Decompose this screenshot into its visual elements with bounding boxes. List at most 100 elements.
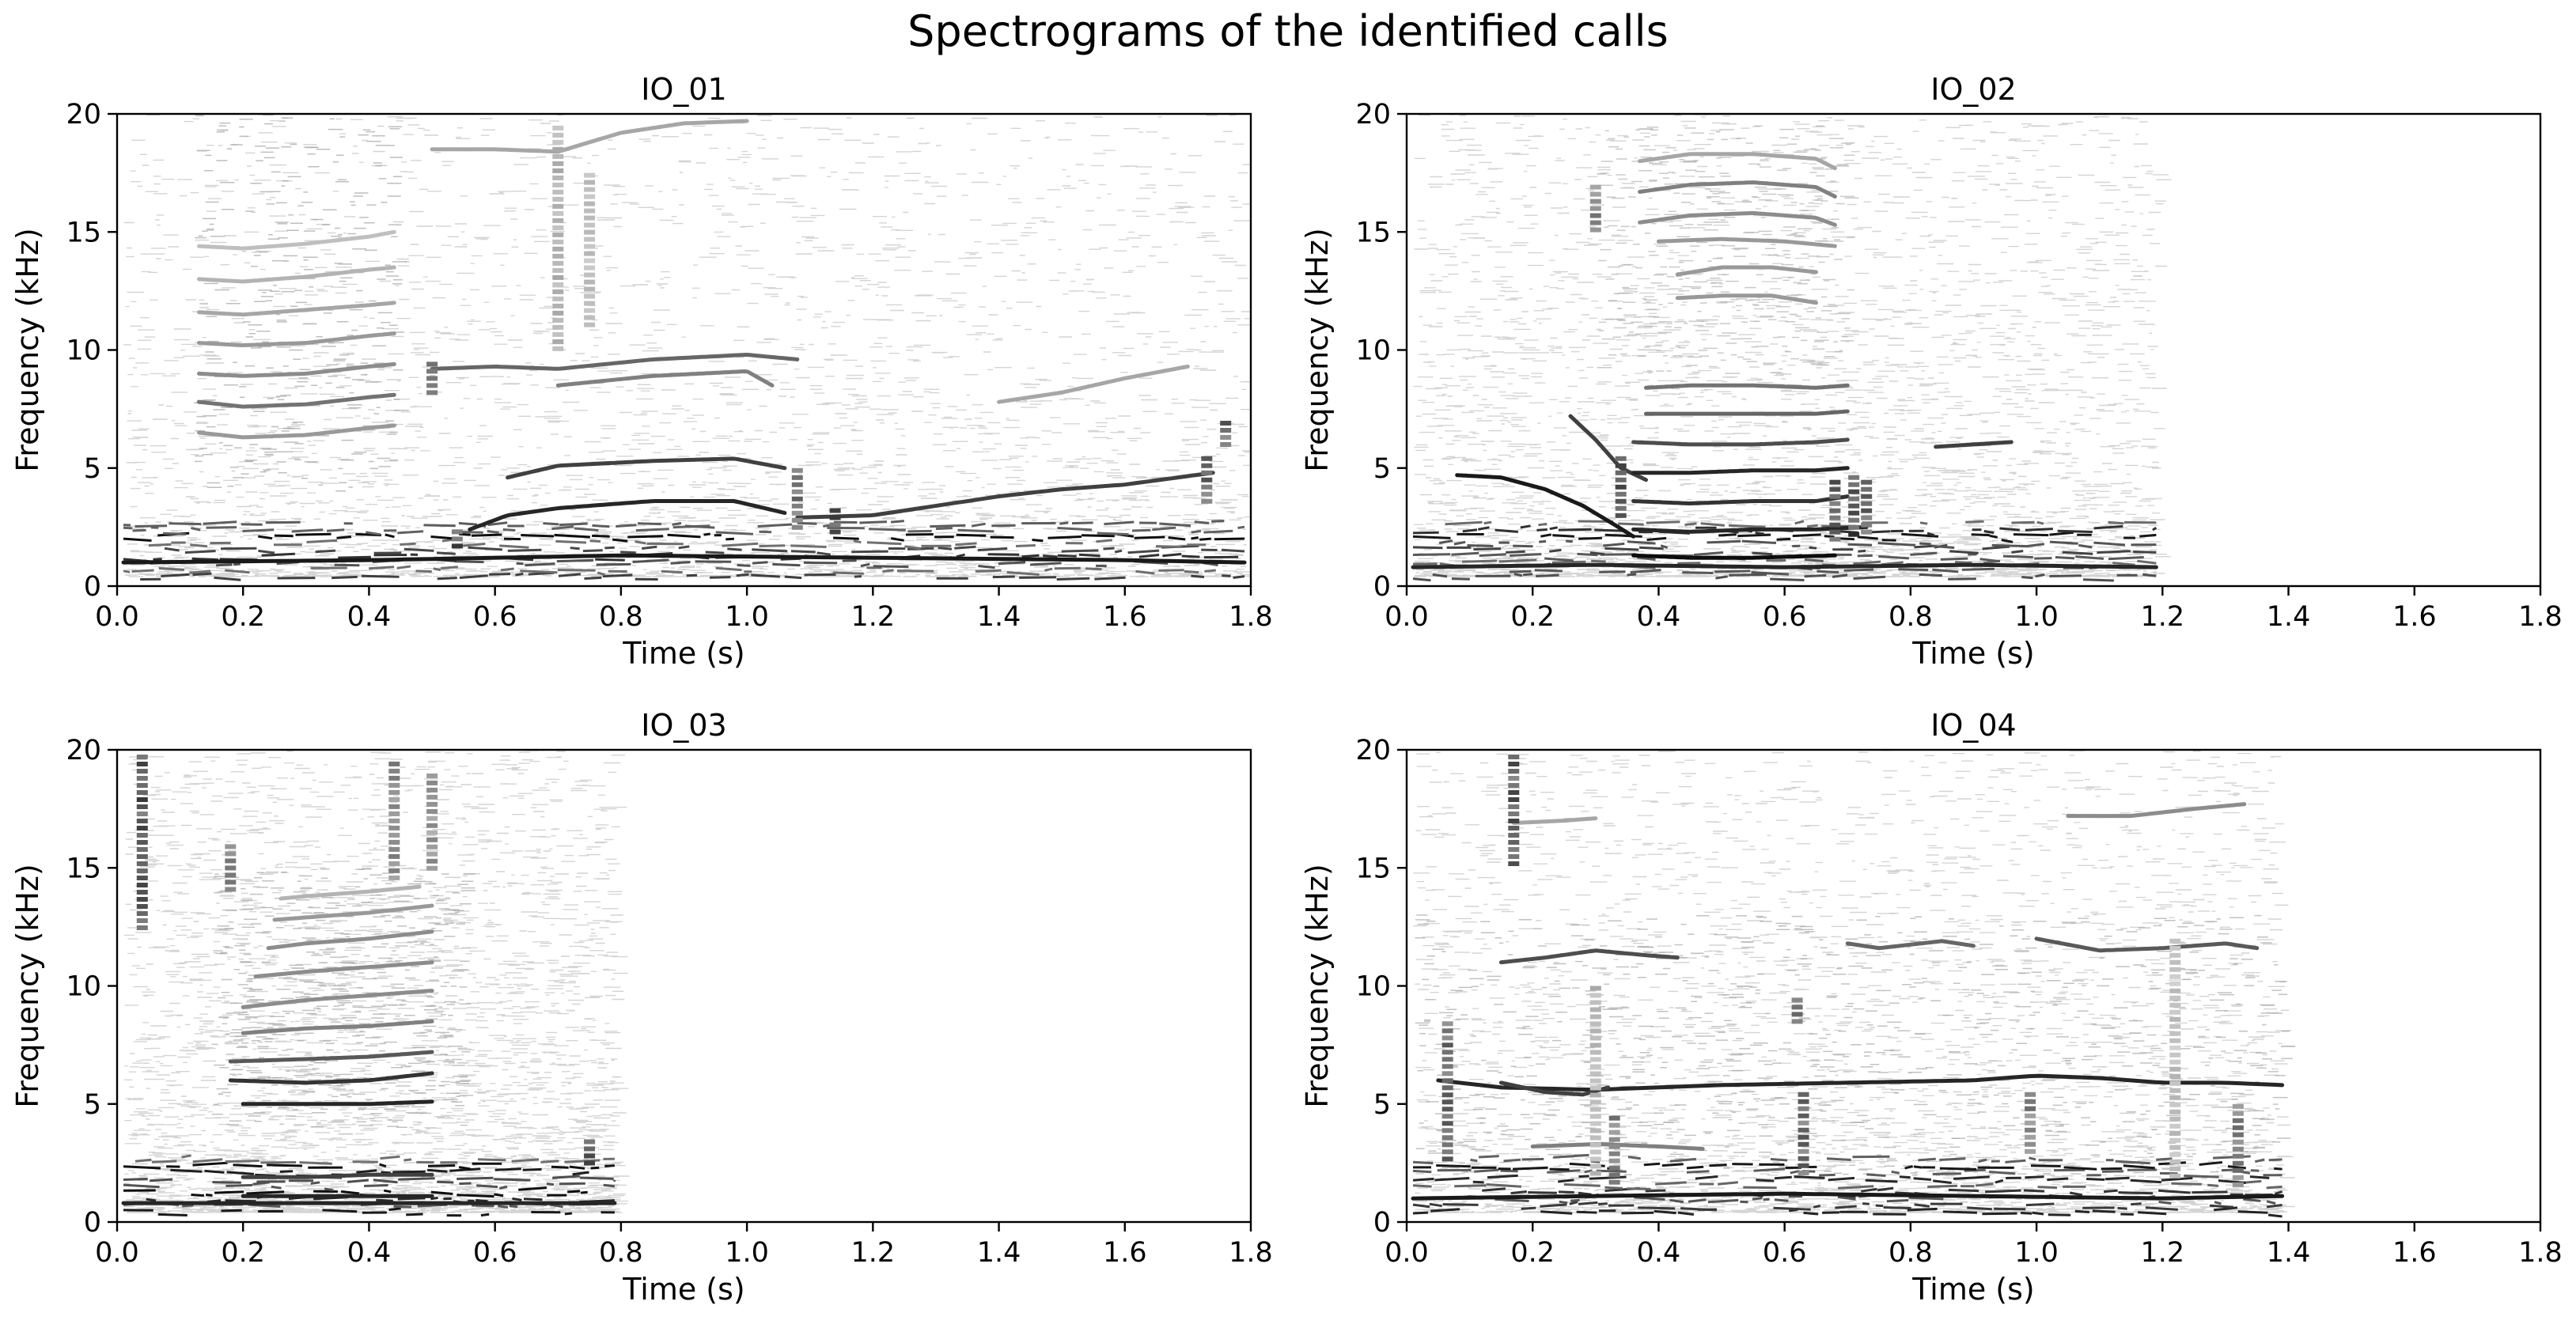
y-tick-label: 20	[66, 735, 101, 766]
band-row	[1438, 539, 2157, 549]
contour-2	[228, 1071, 434, 1085]
x-tick-label: 0.8	[599, 1237, 643, 1269]
contour-5	[2034, 936, 2260, 953]
panel-1: 0.0 0.2 0.4 0.6 0.8 1.0 1.2 1.4 1.6 1.8 Time (s) 0 5…	[10, 72, 1273, 671]
panel-title: IO_04	[1930, 708, 2016, 743]
x-tick-label: 0.6	[473, 1237, 517, 1269]
panel-3: 0.0 0.2 0.4 0.6 0.8 1.0 1.2 1.4 1.6 1.8 Time (s) 0 5…	[10, 708, 1273, 1307]
x-axis-label: Time (s)	[1911, 636, 2035, 671]
contour-10	[430, 352, 800, 371]
contour-3	[228, 1050, 434, 1064]
contour-3	[1631, 524, 1869, 534]
x-axis-label: Time (s)	[622, 1272, 745, 1307]
x-tick-label: 1.6	[2392, 601, 2437, 633]
contour-2	[197, 361, 396, 378]
x-tick-label: 0.0	[1385, 601, 1429, 633]
x-tick-label: 0.8	[1888, 1237, 1933, 1269]
x-tick-label: 1.0	[725, 1237, 769, 1269]
contour-13	[1638, 210, 1837, 227]
x-tick-label: 0.2	[221, 1237, 265, 1269]
contour-15	[121, 553, 1247, 565]
band-row	[148, 537, 1207, 550]
band-row	[123, 1181, 616, 1192]
contour-1	[1436, 1073, 2285, 1092]
y-axis: 0 5 10 15 20 Frequency (kHz)	[10, 735, 117, 1239]
y-tick-label: 10	[66, 335, 101, 367]
band-row	[1412, 1153, 2282, 1165]
burst-4	[1608, 1115, 1620, 1185]
x-tick-label: 1.2	[2140, 601, 2184, 633]
x-tick-label: 1.0	[2014, 1237, 2059, 1269]
y-tick-label: 20	[1355, 99, 1391, 131]
contour-6	[253, 960, 434, 979]
x-axis: 0.0 0.2 0.4 0.6 0.8 1.0 1.2 1.4 1.6 1.8 Time (s)	[95, 1222, 1273, 1307]
burst-3	[388, 761, 400, 880]
burst-6	[829, 508, 841, 535]
energy-patch	[194, 114, 409, 492]
low-frequency-band	[1412, 520, 2157, 582]
x-tick-label: 0.2	[1510, 1237, 1555, 1269]
contour-3	[197, 331, 396, 348]
y-tick-label: 0	[84, 571, 101, 603]
x-tick-label: 0.2	[221, 601, 265, 633]
x-tick-label: 1.2	[850, 1237, 895, 1269]
spectrogram-image	[121, 750, 630, 1217]
burst-2	[1508, 755, 1520, 866]
band-row	[123, 532, 1245, 543]
y-tick-label: 5	[84, 1089, 101, 1121]
contour-5	[197, 265, 396, 284]
contour-7	[1511, 816, 1598, 825]
burst-1	[1441, 1021, 1453, 1162]
x-axis: 0.0 0.2 0.4 0.6 0.8 1.0 1.2 1.4 1.6 1.8 Time (s)	[1385, 1222, 2563, 1307]
contour-5	[1631, 466, 1850, 475]
x-tick-label: 0.4	[347, 601, 392, 633]
burst-3	[552, 125, 564, 351]
burst-4	[426, 773, 438, 871]
contour-6	[197, 229, 396, 251]
burst-4	[584, 172, 596, 327]
burst-9	[2232, 1103, 2244, 1187]
x-axis: 0.0 0.2 0.4 0.6 0.8 1.0 1.2 1.4 1.6 1.8 Time (s)	[95, 586, 1273, 671]
y-tick-label: 20	[1355, 735, 1391, 766]
x-tick-label: 0.0	[95, 1237, 139, 1269]
burst-1	[426, 361, 438, 395]
x-tick-label: 0.4	[1637, 1237, 1681, 1269]
contour-12	[795, 471, 1215, 520]
contour-12	[1656, 236, 1837, 248]
x-tick-label: 1.6	[2392, 1237, 2437, 1269]
energy-patch	[1596, 125, 1859, 374]
x-axis-label: Time (s)	[1911, 1272, 2035, 1307]
x-tick-label: 0.2	[1510, 601, 1555, 633]
contour-3	[1498, 948, 1680, 965]
contour-9	[1631, 553, 1837, 560]
x-tick-label: 1.0	[2014, 601, 2059, 633]
burst-5	[1861, 479, 1873, 535]
band-row	[1412, 1201, 2282, 1212]
contour-8	[272, 903, 434, 922]
low-frequency-band	[123, 520, 1245, 581]
y-axis: 0 5 10 15 20 Frequency (kHz)	[1300, 735, 1407, 1239]
burst-1	[136, 755, 148, 930]
burst-7	[2025, 1092, 2036, 1154]
spectrogram-image	[1411, 114, 2172, 582]
x-tick-label: 1.2	[2140, 1237, 2184, 1269]
contour-7	[1644, 409, 1850, 416]
band-row	[123, 565, 1216, 577]
burst-3	[1589, 986, 1601, 1176]
band-row	[1412, 573, 2157, 582]
x-axis-label: Time (s)	[622, 636, 745, 671]
contour-10	[1675, 293, 1818, 305]
band-row	[123, 1161, 615, 1171]
x-tick-label: 1.4	[2267, 601, 2311, 633]
y-axis-label: Frequency (kHz)	[1300, 228, 1335, 472]
x-tick-label: 1.8	[2518, 601, 2563, 633]
band-row	[1412, 1174, 2270, 1184]
panel-title: IO_03	[641, 708, 726, 743]
x-axis: 0.0 0.2 0.4 0.6 0.8 1.0 1.2 1.4 1.6 1.8 Time (s)	[1385, 586, 2563, 671]
panel-title: IO_02	[1930, 72, 2016, 107]
contour-1	[241, 1099, 434, 1107]
spectrogram-image	[1411, 750, 2296, 1218]
burst-2	[1615, 456, 1627, 518]
contour-11	[1675, 265, 1818, 277]
